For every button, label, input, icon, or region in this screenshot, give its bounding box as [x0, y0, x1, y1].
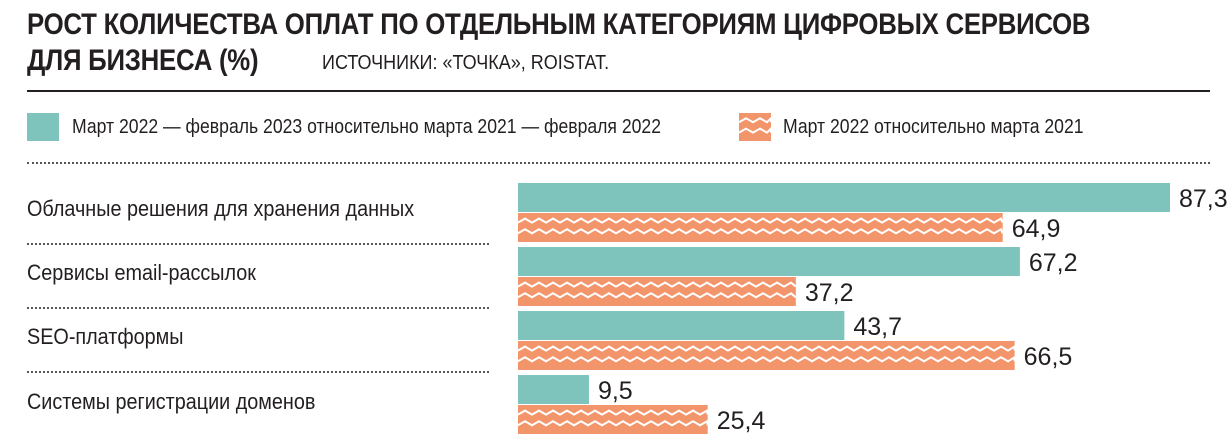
bar-series-1-3 — [518, 311, 845, 340]
category-label-email-services: Сервисы email-рассылок — [27, 260, 256, 285]
bar-series-1-2 — [518, 247, 1020, 276]
bar-series-2-4 — [517, 405, 709, 434]
bar-series-1-1 — [518, 183, 1170, 212]
row-separator — [27, 307, 489, 309]
legend-divider — [27, 162, 1210, 164]
value-label-series-2-2: 37,2 — [805, 279, 854, 307]
legend-swatch-series-2 — [739, 113, 771, 141]
header-divider — [27, 90, 1210, 92]
category-label-seo-platforms: SEO-платформы — [27, 324, 184, 349]
value-label-series-1-4: 9,5 — [598, 377, 633, 405]
legend-swatch-fill — [739, 113, 771, 141]
value-label-series-2-1: 64,9 — [1012, 215, 1061, 243]
bar-series-2-2 — [517, 277, 797, 306]
legend-swatch-pattern — [739, 116, 771, 134]
bar-series-2-3 — [517, 341, 1016, 370]
bar-series-2-1 — [517, 213, 1004, 242]
row-separator — [27, 371, 489, 373]
row-separator — [27, 243, 489, 245]
category-label-domain-registration: Системы регистрации доменов — [27, 389, 316, 414]
legend-label-series-2: Март 2022 относительно марта 2021 — [783, 116, 1084, 138]
bar-series-1-4 — [518, 375, 589, 404]
value-label-series-2-4: 25,4 — [717, 407, 766, 435]
chart-title-line-2: ДЛЯ БИЗНЕСА (%) — [27, 44, 259, 77]
source-note: ИСТОЧНИКИ: «ТОЧКА», ROISTAT. — [322, 52, 610, 74]
value-label-series-2-3: 66,5 — [1024, 343, 1073, 371]
legend-swatch-series-1 — [27, 113, 59, 141]
value-label-series-1-2: 67,2 — [1029, 249, 1078, 277]
value-label-series-1-3: 43,7 — [853, 313, 902, 341]
category-label-cloud-storage: Облачные решения для хранения данных — [27, 196, 415, 221]
value-label-series-1-1: 87,3 — [1179, 185, 1228, 213]
chart-title-line-1: РОСТ КОЛИЧЕСТВА ОПЛАТ ПО ОТДЕЛЬНЫМ КАТЕГ… — [27, 8, 1091, 41]
legend-label-series-1: Март 2022 — февраль 2023 относительно ма… — [72, 116, 662, 138]
